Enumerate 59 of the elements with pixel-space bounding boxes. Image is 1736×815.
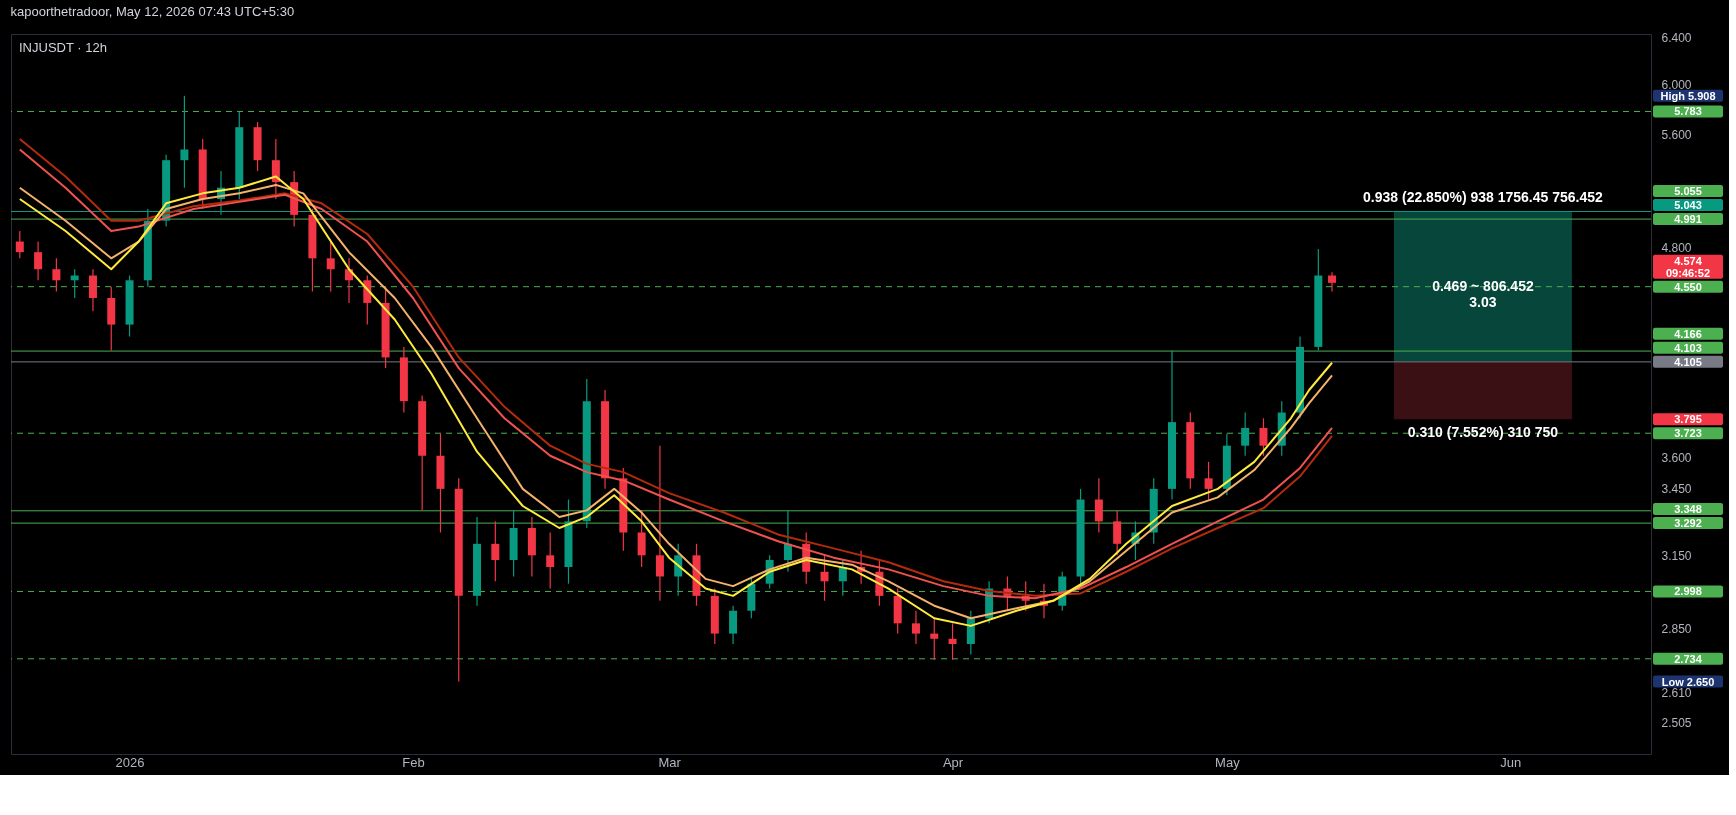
candlestick: [15, 230, 24, 259]
candlestick: [34, 240, 43, 281]
text: 4.103: [1674, 341, 1702, 354]
text: 4.574 09:46:52: [1665, 254, 1711, 279]
candlestick: [1241, 411, 1250, 457]
candlestick: [783, 509, 792, 573]
candlestick: [326, 240, 335, 293]
candlestick: [930, 617, 939, 661]
x-tick-label: Jun: [1500, 754, 1522, 770]
ref-line-label: 4.550: [1674, 280, 1702, 293]
y-tick-label: 5.600: [1661, 128, 1692, 143]
candlestick: [52, 257, 61, 293]
candlestick: [1094, 477, 1103, 534]
x-tick-label: Feb: [402, 754, 425, 770]
candlestick: [1259, 417, 1268, 457]
y-tick-label: 3.450: [1661, 482, 1692, 497]
candlestick: [1204, 461, 1213, 501]
y-tick-label: 3.150: [1661, 548, 1692, 563]
ref-line-label: 2.998: [1674, 585, 1702, 598]
annotation: 0.469 ~ 806.452 3.03: [1432, 277, 1534, 310]
annotation: 0.938 (22.850%) 938 1756.45 756.452: [1363, 188, 1604, 205]
candlestick: [1328, 271, 1337, 293]
y-tick-label: 2.610: [1661, 686, 1692, 701]
text: 5.055: [1674, 185, 1702, 198]
candlestick: [491, 520, 500, 582]
y-tick-label: 4.800: [1661, 241, 1692, 256]
text: 3.795: [1674, 413, 1702, 426]
x-tick-label: 2026: [115, 754, 145, 770]
x-tick-label: Mar: [658, 754, 682, 770]
annotation: 0.310 (7.552%) 310 750: [1407, 424, 1559, 441]
candlestick: [820, 554, 829, 602]
chart-subtitle: INJUSDT · 12h: [19, 40, 107, 55]
candlestick: [637, 509, 646, 568]
ref-line-label: 4.105: [1674, 355, 1702, 368]
candlestick: [546, 531, 555, 590]
candlestick: [271, 138, 280, 200]
ref-line-label: 3.723: [1674, 427, 1702, 440]
y-tick-label: 6.400: [1661, 30, 1692, 45]
chart-title: kapoorthetradoor, May 12, 2026 07:43 UTC+5:30: [10, 4, 295, 20]
ref-line-label: 5.783: [1674, 105, 1702, 118]
ref-line-label: 2.734: [1674, 652, 1703, 665]
ref-line-label: 3.292: [1674, 517, 1702, 530]
ref-line-label: 4.991: [1674, 213, 1702, 226]
candlestick: [88, 268, 97, 312]
x-tick-label: May: [1215, 754, 1241, 770]
text: Low 2.650: [1661, 675, 1715, 688]
candlestick: [911, 610, 920, 645]
ref-line-label: 3.348: [1674, 503, 1702, 516]
ref-line-label: 5.043: [1674, 199, 1702, 212]
ref-line-label: 4.166: [1674, 327, 1702, 340]
x-tick-label: Apr: [942, 754, 964, 770]
candlestick: [1113, 509, 1122, 556]
candlestick: [655, 445, 664, 602]
candlestick: [180, 95, 189, 189]
y-tick-label: 2.505: [1661, 716, 1692, 731]
y-tick-label: 3.600: [1661, 451, 1692, 466]
candlestick: [948, 622, 957, 661]
y-tick-label: 2.850: [1661, 621, 1692, 636]
candlestick: [729, 605, 738, 645]
